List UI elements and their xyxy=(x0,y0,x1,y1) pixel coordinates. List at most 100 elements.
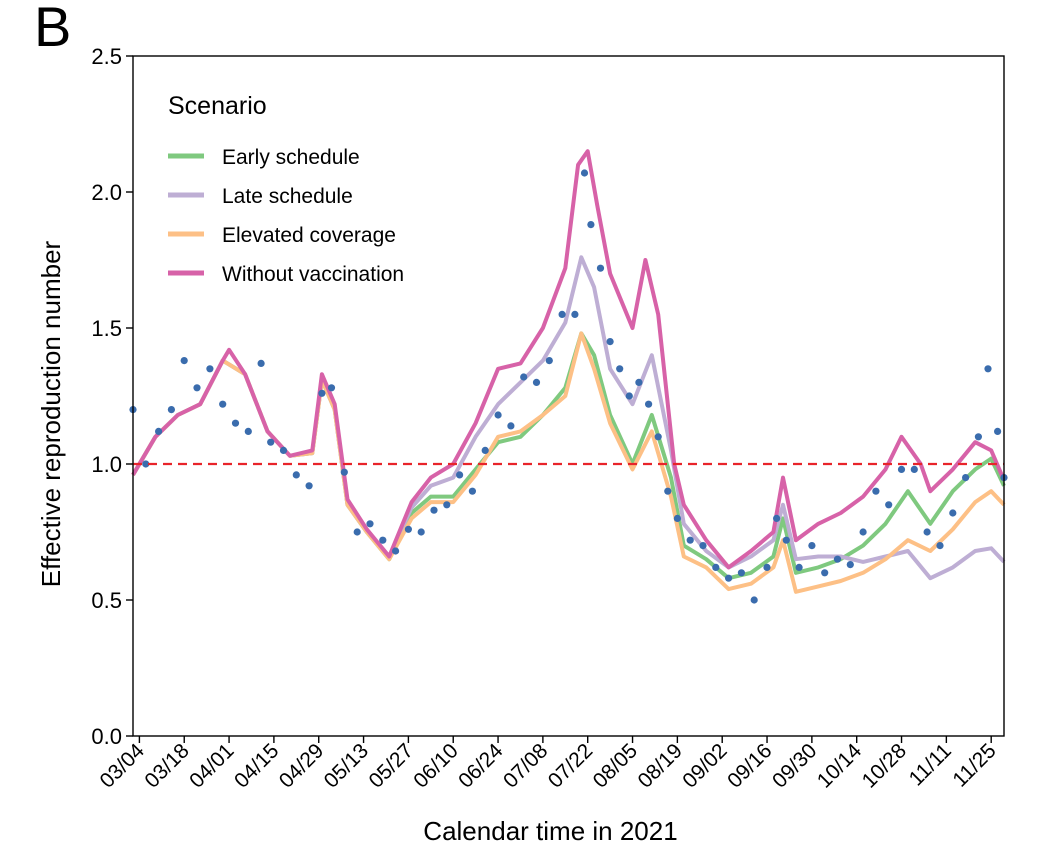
observed-point xyxy=(847,561,854,568)
observed-point xyxy=(674,515,681,522)
legend-label-3: Without vaccination xyxy=(222,263,404,286)
observed-point xyxy=(834,556,841,563)
x-tick-label: 05/27 xyxy=(364,739,417,792)
observed-point xyxy=(559,311,566,318)
observed-point xyxy=(984,365,991,372)
x-axis-title: Calendar time in 2021 xyxy=(423,816,677,846)
observed-point xyxy=(533,379,540,386)
observed-point xyxy=(924,528,931,535)
observed-point xyxy=(405,526,412,533)
observed-point xyxy=(581,169,588,176)
observed-point xyxy=(392,547,399,554)
observed-point xyxy=(821,569,828,576)
x-tick-label: 04/01 xyxy=(185,739,238,792)
observed-point xyxy=(232,420,239,427)
observed-point xyxy=(635,379,642,386)
observed-point xyxy=(318,390,325,397)
x-tick-label: 10/28 xyxy=(858,739,911,792)
observed-point xyxy=(597,265,604,272)
observed-point xyxy=(267,439,274,446)
x-tick-label: 09/30 xyxy=(768,739,821,792)
observed-point xyxy=(763,564,770,571)
x-tick-label: 06/10 xyxy=(409,739,462,792)
observed-point xyxy=(456,471,463,478)
observed-point xyxy=(699,542,706,549)
observed-point xyxy=(616,365,623,372)
x-tick-label: 06/24 xyxy=(454,739,508,793)
observed-point xyxy=(587,221,594,228)
observed-point xyxy=(898,466,905,473)
observed-point xyxy=(366,520,373,527)
x-tick-label: 08/05 xyxy=(589,739,642,792)
y-tick-label: 0.5 xyxy=(91,588,122,613)
observed-point xyxy=(607,338,614,345)
y-axis-title: Effective reproduction number xyxy=(36,240,66,587)
x-tick-label: 09/02 xyxy=(678,739,731,792)
x-tick-label: 11/11 xyxy=(905,739,956,790)
observed-point xyxy=(354,528,361,535)
observed-point xyxy=(155,428,162,435)
observed-point xyxy=(219,401,226,408)
x-tick-label: 05/13 xyxy=(320,739,373,792)
y-tick-label: 0.0 xyxy=(91,724,122,749)
observed-point xyxy=(430,507,437,514)
observed-point xyxy=(443,501,450,508)
legend-label-2: Elevated coverage xyxy=(222,224,396,247)
legend-label-1: Late schedule xyxy=(222,185,353,208)
y-tick-label: 1.0 xyxy=(91,452,122,477)
series-line-3 xyxy=(133,151,1004,567)
x-tick-label: 11/25 xyxy=(948,739,1000,791)
observed-point xyxy=(546,357,553,364)
x-tick-label: 03/18 xyxy=(140,739,193,792)
observed-point xyxy=(469,488,476,495)
observed-point xyxy=(949,509,956,516)
observed-point xyxy=(773,515,780,522)
observed-point xyxy=(280,447,287,454)
observed-point xyxy=(687,537,694,544)
observed-point xyxy=(306,482,313,489)
observed-point xyxy=(975,433,982,440)
observed-point xyxy=(808,542,815,549)
observed-point xyxy=(507,422,514,429)
observed-point xyxy=(206,365,213,372)
observed-point xyxy=(725,575,732,582)
observed-point xyxy=(245,428,252,435)
observed-point xyxy=(293,471,300,478)
legend-title: Scenario xyxy=(168,92,267,120)
plot-area xyxy=(129,151,1007,603)
observed-point xyxy=(258,360,265,367)
observed-point xyxy=(482,447,489,454)
observed-point xyxy=(418,528,425,535)
x-tick-label: 04/15 xyxy=(230,739,283,792)
observed-point xyxy=(962,474,969,481)
legend: Scenario Early schedule Late schedule Eleva… xyxy=(168,92,404,286)
observed-point xyxy=(571,311,578,318)
x-tick-label: 08/19 xyxy=(633,739,686,792)
y-tick-label: 1.5 xyxy=(91,316,122,341)
y-tick-label: 2.5 xyxy=(91,44,122,69)
observed-point xyxy=(664,488,671,495)
observed-point xyxy=(168,406,175,413)
y-tick-label: 2.0 xyxy=(91,180,122,205)
observed-point xyxy=(328,384,335,391)
observed-point xyxy=(783,537,790,544)
observed-point xyxy=(645,401,652,408)
observed-point xyxy=(655,433,662,440)
observed-point xyxy=(936,542,943,549)
observed-point xyxy=(181,357,188,364)
x-tick-label: 04/29 xyxy=(275,739,328,792)
axes: 0.00.51.01.52.02.503/0403/1804/0104/1504… xyxy=(36,44,1004,846)
observed-point xyxy=(911,466,918,473)
observed-point xyxy=(994,428,1001,435)
observed-point xyxy=(872,488,879,495)
observed-point xyxy=(796,564,803,571)
legend-label-0: Early schedule xyxy=(222,146,360,169)
series-line-0 xyxy=(133,333,1004,578)
observed-point xyxy=(193,384,200,391)
observed-point xyxy=(626,392,633,399)
observed-point xyxy=(885,501,892,508)
observed-point xyxy=(738,569,745,576)
x-tick-label: 10/14 xyxy=(813,739,867,793)
observed-point xyxy=(495,411,502,418)
